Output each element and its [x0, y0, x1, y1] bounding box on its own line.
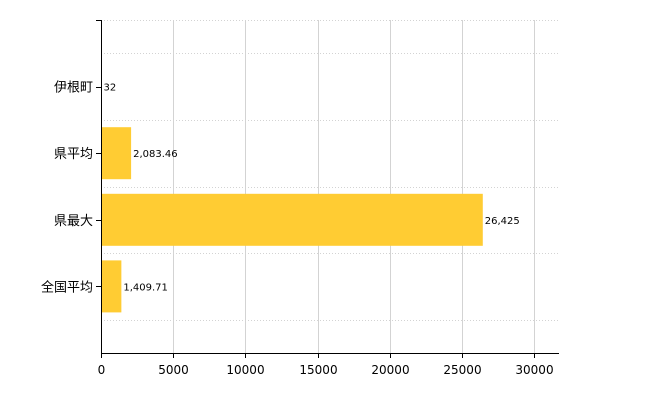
x-tick-label: 15000 [299, 363, 337, 377]
bar-2 [101, 193, 483, 246]
category-label: 伊根町 [54, 81, 93, 96]
data-label: 1,409.71 [123, 282, 168, 293]
category-label: 県最大 [54, 214, 93, 229]
label-layer: 0 5000 10000 15000 20000 25000 30000 伊根町 32 県平均 2,… [41, 81, 554, 377]
x-tick-label: 25000 [443, 363, 481, 377]
x-tick-label: 0 [98, 363, 106, 377]
axis-layer [96, 20, 559, 358]
category-label: 全国平均 [41, 279, 93, 295]
category-label: 県平均 [54, 147, 93, 162]
x-tick-label: 10000 [226, 363, 264, 377]
x-tick-label: 30000 [515, 363, 553, 377]
data-label: 26,425 [485, 216, 520, 227]
bar-3 [101, 260, 122, 313]
data-label: 2,083.46 [133, 149, 178, 160]
x-tick-label: 20000 [371, 363, 409, 377]
bar-1 [101, 127, 132, 180]
data-label: 32 [103, 83, 116, 94]
bar-layer [101, 60, 483, 313]
grid-layer [101, 20, 559, 353]
x-tick-label: 5000 [158, 363, 189, 377]
